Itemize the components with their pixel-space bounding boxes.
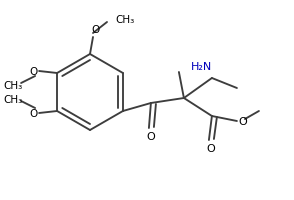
Text: CH₃: CH₃	[115, 15, 134, 25]
Text: CH₃: CH₃	[4, 95, 23, 104]
Text: O: O	[238, 116, 247, 126]
Text: O: O	[29, 108, 37, 118]
Text: CH₃: CH₃	[4, 81, 23, 91]
Text: O: O	[146, 131, 155, 141]
Text: H₂N: H₂N	[191, 62, 212, 72]
Text: O: O	[29, 67, 37, 77]
Text: O: O	[91, 25, 99, 35]
Text: O: O	[206, 143, 215, 153]
